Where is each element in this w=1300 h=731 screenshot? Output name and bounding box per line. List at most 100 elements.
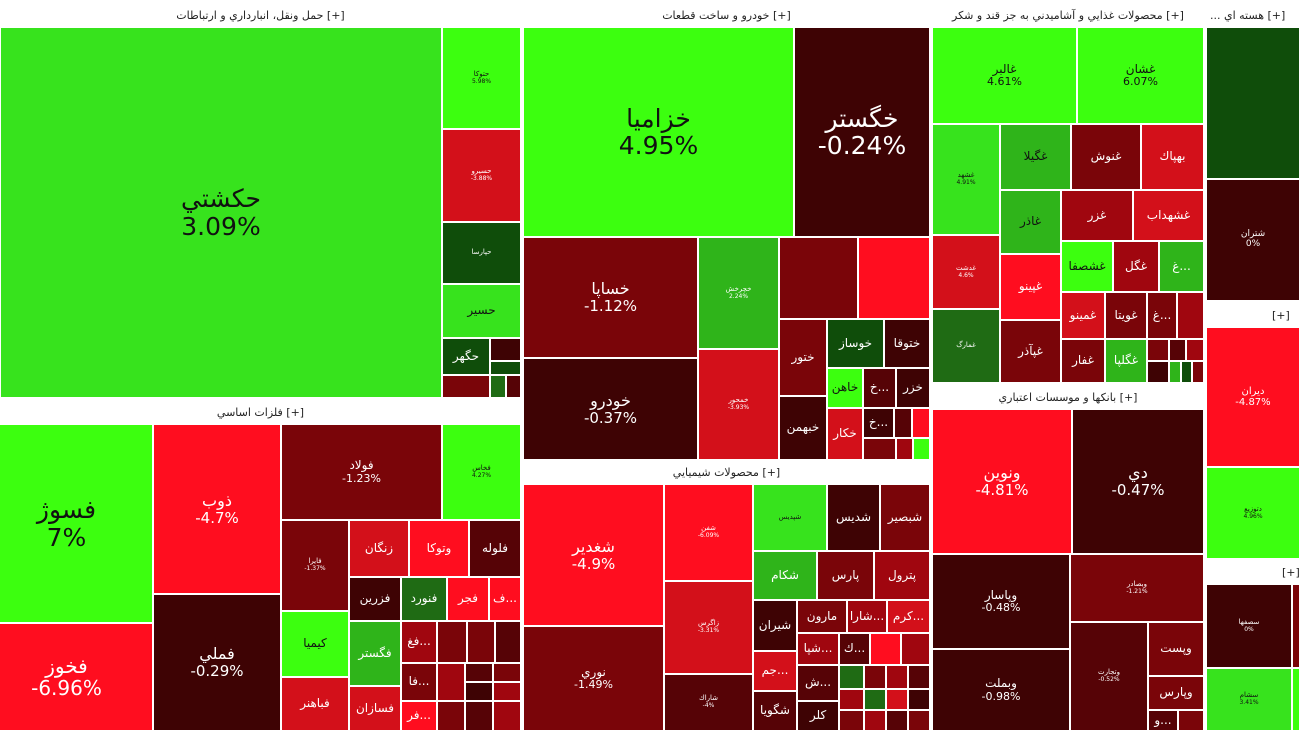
tile-fajr[interactable]: فجر [447, 577, 489, 621]
tile-chem-j[interactable] [908, 689, 930, 710]
tile-met-f[interactable] [465, 663, 493, 682]
tile-t-e[interactable] [506, 375, 521, 398]
tile-ghviva[interactable]: غويتا [1105, 292, 1147, 339]
tile-ghgala[interactable]: غگلپا [1105, 339, 1147, 383]
tile-met-l[interactable] [493, 701, 521, 731]
tile-ghgila[interactable]: غگيلا [1000, 124, 1071, 190]
tile-kima[interactable]: كيميا [281, 611, 349, 677]
tile-ghsmall2[interactable]: غمارگ [932, 309, 1000, 383]
tile-sh1[interactable]: ش... [797, 665, 839, 701]
tile-shetran[interactable]: شتران 0% [1206, 179, 1300, 301]
tile-met-i[interactable] [493, 682, 521, 701]
tile-chem-g[interactable] [839, 689, 864, 710]
tile-di[interactable]: دي -0.47% [1072, 409, 1204, 554]
tile-fasazan[interactable]: فسازان [349, 686, 401, 731]
tile-khzar[interactable]: خزر [896, 368, 930, 408]
tile-met-b[interactable] [437, 621, 467, 663]
tile-auto-c[interactable] [894, 408, 912, 438]
tile-fsmall[interactable]: فايرا -1.37% [281, 520, 349, 611]
tile-khazamia[interactable]: خزاميا 4.95% [523, 27, 794, 237]
tile-vbsadr[interactable]: وبصادر -1.21% [1070, 554, 1204, 622]
tile-food-h[interactable] [1192, 361, 1204, 383]
tile-shgooya[interactable]: شگويا [753, 691, 797, 731]
tile-auto-a[interactable] [779, 237, 858, 319]
tile-t-small3[interactable]: حپارسا [442, 222, 521, 284]
tile-t-c[interactable] [442, 375, 490, 398]
tile-khgostar[interactable]: خگستر -0.24% [794, 27, 930, 237]
tile-kh1[interactable]: خ... [863, 368, 896, 408]
tile-met-h[interactable] [465, 682, 493, 701]
tile-khsapa[interactable]: خساپا -1.12% [523, 237, 698, 358]
tile-folad[interactable]: فولاد -1.23% [281, 424, 442, 520]
tile-auto-b[interactable] [858, 237, 930, 319]
tile-met-j[interactable] [437, 701, 465, 731]
tile-auto-f[interactable] [896, 438, 913, 460]
sector-header-transport[interactable]: حمل ونقل، انبارداري و ارتباطات [+] [176, 9, 345, 22]
tile-chem-a[interactable] [870, 633, 901, 665]
tile-auto-g[interactable] [913, 438, 930, 460]
tile-k1[interactable]: ك... [839, 633, 870, 665]
tile-petrol[interactable]: پترول [874, 551, 930, 600]
tile-food-f[interactable] [1169, 361, 1181, 383]
tile-chem-i[interactable] [886, 689, 908, 710]
tile-chem-k[interactable] [839, 710, 864, 731]
tile-fa3[interactable]: فر... [401, 701, 437, 731]
tile-dtozie[interactable]: دتوزيع 4.96% [1206, 467, 1300, 559]
tile-t-d[interactable] [490, 375, 506, 398]
tile-fa2[interactable]: فا... [401, 663, 437, 701]
tile-shshaf[interactable]: شفن -6.09% [664, 484, 753, 581]
tile-famli[interactable]: فملي -0.29% [153, 594, 281, 731]
tile-jam[interactable]: جم... [753, 651, 797, 691]
tile-hakashti[interactable]: حكشتي 3.09% [0, 27, 442, 398]
tile-ghshsafa[interactable]: غشصفا [1061, 241, 1113, 292]
sector-header-banks[interactable]: بانكها و موسسات اعتباري [+] [998, 391, 1138, 404]
tile-ghazar[interactable]: غاذر [1000, 190, 1061, 254]
tile-khcharkh[interactable]: خچرخش 2.24% [698, 237, 779, 349]
tile-fasooz[interactable]: فسوژ 7% [0, 424, 153, 623]
tile-vtejarat[interactable]: وتجارت -0.52% [1070, 622, 1148, 731]
tile-khmehvar[interactable]: خمحور -3.93% [698, 349, 779, 460]
tile-vatuka[interactable]: وتوكا [409, 520, 469, 577]
tile-fagostar[interactable]: فگستر [349, 621, 401, 686]
tile-met-e[interactable] [437, 663, 465, 701]
tile-ghsmall1[interactable]: غدشت 4.6% [932, 235, 1000, 309]
tile-vpasar[interactable]: وپاسار -0.48% [932, 554, 1070, 649]
tile-ghshahd[interactable]: غشهد 4.91% [932, 124, 1000, 235]
tile-ghgol[interactable]: غگل [1113, 241, 1159, 292]
tile-nuclear-big[interactable] [1206, 27, 1300, 179]
tile-chem-n[interactable] [908, 710, 930, 731]
tile-chem-c[interactable] [839, 665, 864, 689]
tile-hasir[interactable]: حسير [442, 284, 521, 338]
sector-header-6[interactable]: [+] [1272, 309, 1290, 322]
tile-shbasir[interactable]: شبصير [880, 484, 930, 551]
tile-food-e[interactable] [1147, 361, 1169, 383]
tile-ghminu[interactable]: غمينو [1061, 292, 1105, 339]
tile-zob[interactable]: ذوب -4.7% [153, 424, 281, 594]
tile-food-a[interactable] [1177, 292, 1204, 339]
tile-t-a[interactable] [490, 338, 521, 361]
tile-s7-a[interactable] [1292, 584, 1300, 668]
tile-shdis[interactable]: شديس [827, 484, 880, 551]
tile-t-small2[interactable]: حسيرو -3.88% [442, 129, 521, 222]
tile-fanvard[interactable]: فنورد [401, 577, 447, 621]
tile-chem-m[interactable] [886, 710, 908, 731]
tile-marun[interactable]: مارون [797, 600, 847, 633]
tile-fakhooz[interactable]: فخوز -6.96% [0, 623, 153, 731]
tile-kh2[interactable]: خ... [863, 408, 894, 438]
tile-khodro[interactable]: خودرو -0.37% [523, 358, 698, 460]
tile-khtur[interactable]: ختور [779, 319, 827, 396]
tile-t-b[interactable] [490, 361, 521, 375]
tile-karam[interactable]: كرم... [887, 600, 930, 633]
tile-vbmelat[interactable]: وبملت -0.98% [932, 649, 1070, 731]
tile-zangan[interactable]: زنگان [349, 520, 409, 577]
sector-header-food[interactable]: محصولات غذايي و آشاميدني به جز قند و شكر… [952, 9, 1184, 22]
tile-pars[interactable]: پارس [817, 551, 874, 600]
tile-khtuqa[interactable]: ختوقا [884, 319, 930, 368]
tile-shiran[interactable]: شيران [753, 600, 797, 651]
tile-met-k[interactable] [465, 701, 493, 731]
sector-header-7[interactable]: [+] [1282, 566, 1300, 579]
tile-chem-h[interactable] [864, 689, 886, 710]
tile-vpost[interactable]: وپست [1148, 622, 1204, 676]
tile-shsmall2[interactable]: شاراك -4% [664, 674, 753, 731]
tile-ghpazar[interactable]: غپآذر [1000, 320, 1061, 383]
